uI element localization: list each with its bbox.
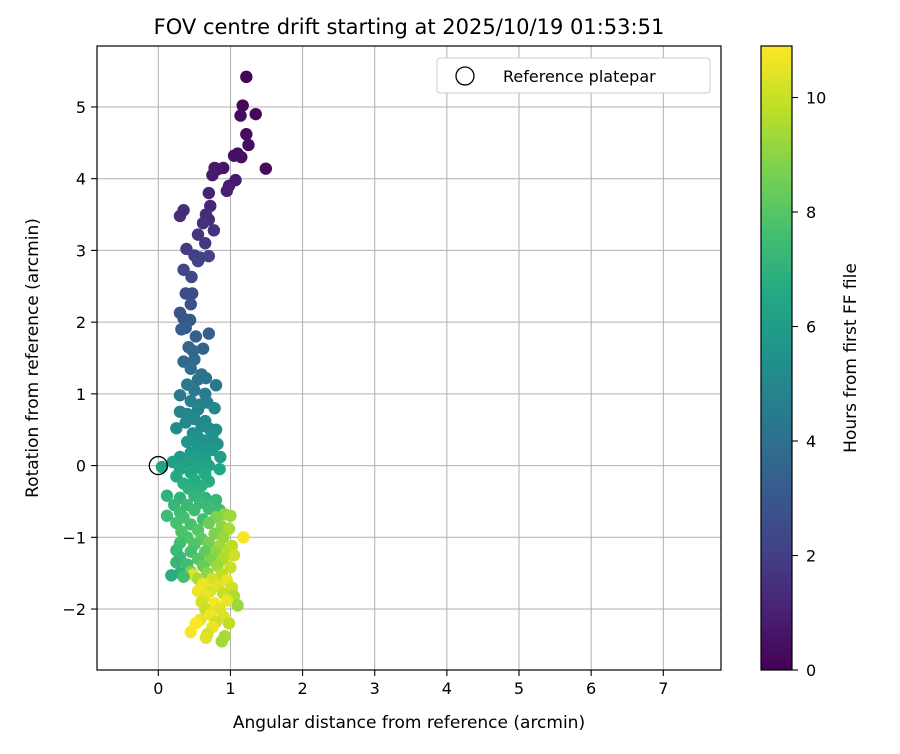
chart-title: FOV centre drift starting at 2025/10/19 … [154, 15, 665, 39]
colorbar-tick-label: 8 [806, 203, 816, 222]
data-points [155, 70, 273, 648]
data-point [196, 216, 210, 230]
y-tick-label: 5 [76, 98, 86, 117]
data-point [234, 109, 247, 122]
data-point [237, 531, 250, 544]
data-point [202, 327, 216, 340]
data-point [177, 204, 190, 217]
data-point [188, 503, 201, 517]
data-point [202, 186, 216, 200]
x-tick-label: 0 [153, 679, 163, 698]
data-point [231, 599, 244, 612]
y-tick-label: 3 [76, 241, 86, 260]
legend-marker-reference [455, 66, 475, 86]
y-tick-label: 1 [76, 385, 86, 404]
data-point [177, 570, 190, 583]
data-point [191, 254, 205, 268]
data-point [184, 625, 197, 639]
colorbar-tick-label: 10 [806, 89, 826, 108]
reference-layer [148, 455, 168, 476]
x-tick-label: 3 [370, 679, 380, 698]
y-tick-label: −2 [62, 600, 86, 619]
colorbar [760, 45, 793, 671]
colorbar-tick-label: 4 [806, 432, 816, 451]
data-point [240, 128, 253, 141]
data-point [208, 402, 221, 415]
data-point [209, 493, 223, 507]
data-point [170, 556, 183, 569]
data-point [191, 228, 205, 241]
colorbar-tick-label: 6 [806, 318, 816, 337]
data-point [207, 224, 221, 237]
data-point [199, 237, 212, 250]
reference-platepar-marker [148, 455, 168, 476]
x-tick-label: 2 [298, 679, 308, 698]
y-tick-label: −1 [62, 528, 86, 547]
data-point [179, 321, 192, 335]
data-point [227, 149, 241, 162]
data-point [214, 450, 227, 464]
data-point [184, 298, 197, 311]
colorbar-ticks: 0 2 4 6 8 10 [792, 89, 826, 680]
data-point [184, 394, 197, 408]
x-tick-label: 4 [442, 679, 452, 698]
data-point [199, 631, 213, 644]
data-point [188, 384, 201, 397]
data-point [170, 422, 183, 435]
data-point [189, 330, 203, 343]
data-point [185, 270, 198, 284]
data-point [259, 162, 273, 175]
data-point [155, 460, 169, 474]
data-point [206, 168, 219, 182]
colorbar-label: Hours from first FF file [841, 263, 861, 453]
y-tick-label: 0 [76, 457, 86, 476]
x-axis-label: Angular distance from reference (arcmin) [233, 713, 585, 733]
x-tick-label: 7 [658, 679, 668, 698]
data-point [177, 263, 190, 276]
data-point [202, 249, 216, 263]
data-point [220, 594, 234, 607]
data-point [173, 389, 187, 402]
axis-ticks: 0 1 2 3 4 5 6 7 −2 −1 0 1 2 3 4 5 [62, 98, 668, 698]
data-point [160, 509, 174, 522]
colorbar-tick-label: 0 [806, 661, 816, 680]
data-point [224, 509, 237, 522]
x-tick-label: 5 [514, 679, 524, 698]
y-tick-label: 2 [76, 313, 86, 332]
data-point [249, 107, 262, 121]
data-point [165, 569, 178, 582]
x-tick-label: 6 [586, 679, 596, 698]
data-point [222, 617, 236, 630]
data-point [220, 184, 234, 198]
data-point [224, 561, 237, 574]
data-point [184, 362, 197, 375]
y-tick-label: 4 [76, 170, 86, 189]
y-axis-label: Rotation from reference (arcmin) [23, 218, 43, 498]
legend-box [436, 57, 711, 94]
legend: Reference platepar [436, 57, 711, 94]
data-point [180, 435, 194, 449]
data-point [191, 403, 205, 416]
colorbar-tick-label: 2 [806, 547, 816, 566]
data-point [209, 379, 223, 392]
x-tick-label: 1 [225, 679, 235, 698]
data-point [188, 353, 201, 366]
legend-entry-reference: Reference platepar [503, 67, 656, 86]
data-point [240, 70, 253, 84]
data-point [179, 416, 192, 429]
data-point [227, 549, 241, 562]
data-point [213, 462, 226, 476]
data-point [202, 502, 216, 515]
data-point [202, 516, 216, 530]
data-point [215, 635, 228, 648]
plot-frame [96, 45, 722, 671]
data-point [242, 138, 255, 152]
data-point [236, 99, 249, 112]
data-point [160, 489, 174, 502]
data-point [196, 342, 210, 355]
data-point [206, 443, 219, 457]
data-point [199, 371, 213, 385]
data-point [186, 287, 199, 300]
